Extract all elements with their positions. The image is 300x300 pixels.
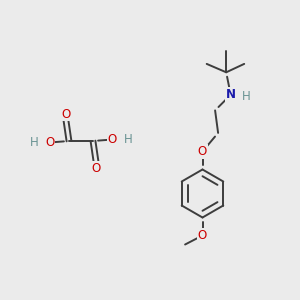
Text: O: O [92, 161, 100, 175]
Text: O: O [198, 145, 207, 158]
Text: O: O [108, 133, 117, 146]
Text: H: H [29, 136, 38, 149]
Text: N: N [226, 88, 236, 101]
Text: H: H [242, 90, 251, 103]
Text: O: O [45, 136, 54, 149]
Text: H: H [124, 133, 133, 146]
Text: O: O [198, 229, 207, 242]
Text: O: O [61, 107, 70, 121]
